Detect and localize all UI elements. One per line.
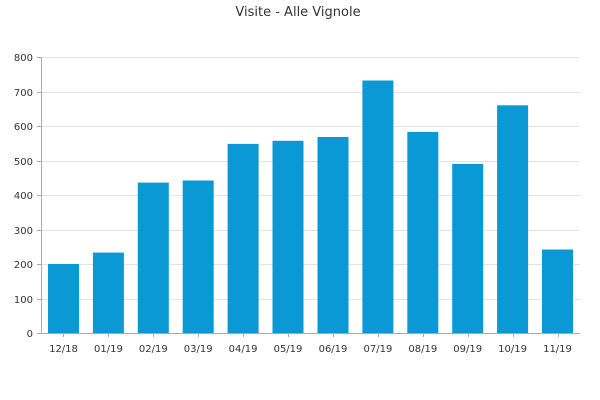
y-tick-label: 100: [14, 295, 33, 306]
bar-06-19: [317, 137, 349, 333]
bar-03-19: [182, 180, 214, 333]
x-tick-label: 11/19: [543, 344, 572, 355]
y-tick-label: 400: [14, 191, 33, 202]
bar-04-19: [227, 143, 259, 333]
y-tick-label: 500: [14, 157, 33, 168]
x-tick-label: 09/19: [453, 344, 482, 355]
y-tick-label: 300: [14, 226, 33, 237]
chart-title: Visite - Alle Vignole: [235, 5, 360, 20]
x-tick-label: 07/19: [363, 344, 392, 355]
bar-12-18: [48, 264, 79, 333]
axes: [37, 57, 580, 337]
x-tick-label: 12/18: [49, 344, 78, 355]
y-tick-labels: 0 100 200 300 400 500 600 700 800: [14, 53, 33, 340]
x-tick-label: 04/19: [229, 344, 258, 355]
y-tick-label: 800: [14, 53, 33, 64]
grid-lines: [41, 57, 580, 300]
x-tick-labels: 12/18 01/19 02/19 03/19 04/19 05/19 06/19 07/19…: [49, 344, 572, 355]
x-tick-label: 08/19: [408, 344, 437, 355]
y-tick-label: 700: [14, 88, 33, 99]
bar-01-19: [92, 252, 124, 333]
y-tick-label: 600: [14, 122, 33, 133]
bar-11-19: [542, 249, 573, 333]
x-tick-label: 05/19: [274, 344, 303, 355]
bar-09-19: [452, 163, 484, 333]
bar-10-19: [497, 105, 529, 333]
y-tick-label: 200: [14, 260, 33, 271]
x-tick-label: 06/19: [319, 344, 348, 355]
x-tick-label: 01/19: [94, 344, 123, 355]
x-tick-label: 03/19: [184, 344, 213, 355]
bar-08-19: [407, 131, 439, 333]
x-tick-label: 02/19: [139, 344, 168, 355]
bars: [48, 80, 573, 333]
bar-05-19: [272, 140, 304, 333]
bar-07-19: [362, 80, 394, 333]
x-tick-label: 10/19: [498, 344, 527, 355]
y-tick-label: 0: [27, 329, 33, 340]
bar-02-19: [137, 182, 169, 333]
